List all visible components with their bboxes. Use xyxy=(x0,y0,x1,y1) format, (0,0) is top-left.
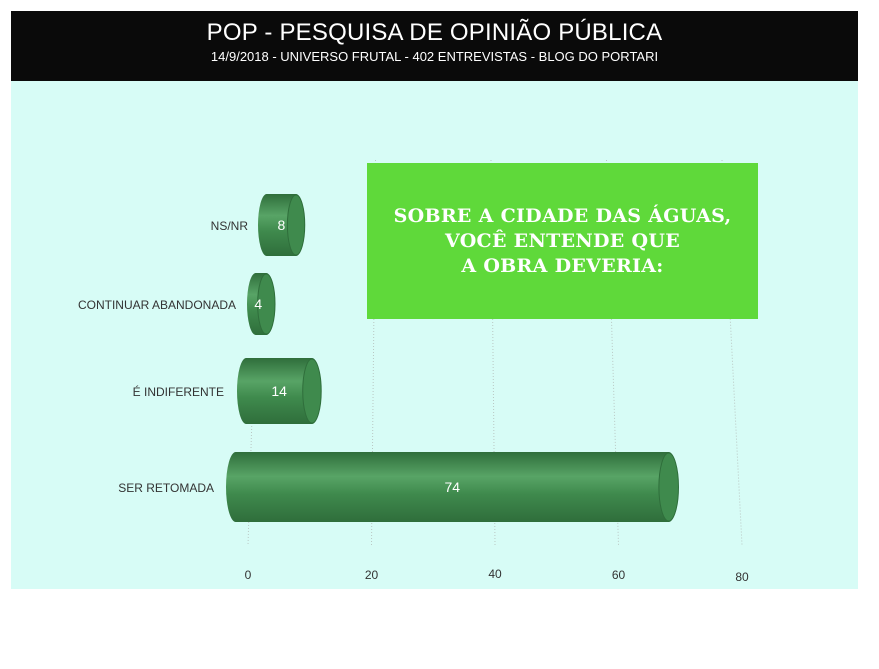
bar-end-cap xyxy=(658,452,679,522)
chart-header: POP - PESQUISA DE OPINIÃO PÚBLICA 14/9/2… xyxy=(11,11,858,81)
x-tick-label: 60 xyxy=(612,568,626,582)
bar-end-cap xyxy=(257,273,276,335)
chart-title: POP - PESQUISA DE OPINIÃO PÚBLICA xyxy=(206,19,663,46)
bar xyxy=(237,358,322,424)
category-label: SER RETOMADA xyxy=(118,481,214,495)
chart-subtitle: 14/9/2018 - UNIVERSO FRUTAL - 402 ENTREV… xyxy=(210,49,659,64)
callout-line-2: VOCÊ ENTENDE QUE xyxy=(445,229,680,252)
bar-end-cap xyxy=(302,358,322,424)
data-label: 74 xyxy=(444,479,460,495)
callout-line-3: A OBRA DEVERIA: xyxy=(461,254,664,277)
gridline xyxy=(721,159,743,546)
x-tick-label: 20 xyxy=(365,568,379,582)
gridline xyxy=(606,159,619,546)
gridline xyxy=(371,159,376,546)
data-label: 8 xyxy=(277,217,285,233)
x-tick-label: 80 xyxy=(735,570,749,584)
category-label: NS/NR xyxy=(211,219,249,233)
data-label: 14 xyxy=(271,383,287,399)
callout-line-1: SOBRE A CIDADE DAS ÁGUAS, xyxy=(393,204,732,227)
bar-end-cap xyxy=(286,194,306,256)
category-label: CONTINUAR ABANDONADA xyxy=(78,298,236,312)
category-label: É INDIFERENTE xyxy=(133,384,224,399)
question-callout: SOBRE A CIDADE DAS ÁGUAS, VOCÊ ENTENDE Q… xyxy=(367,163,758,319)
data-label: 4 xyxy=(254,296,262,312)
bar xyxy=(226,452,679,522)
gridline xyxy=(490,159,496,546)
x-tick-label: 0 xyxy=(245,568,252,582)
x-tick-label: 40 xyxy=(488,567,502,581)
